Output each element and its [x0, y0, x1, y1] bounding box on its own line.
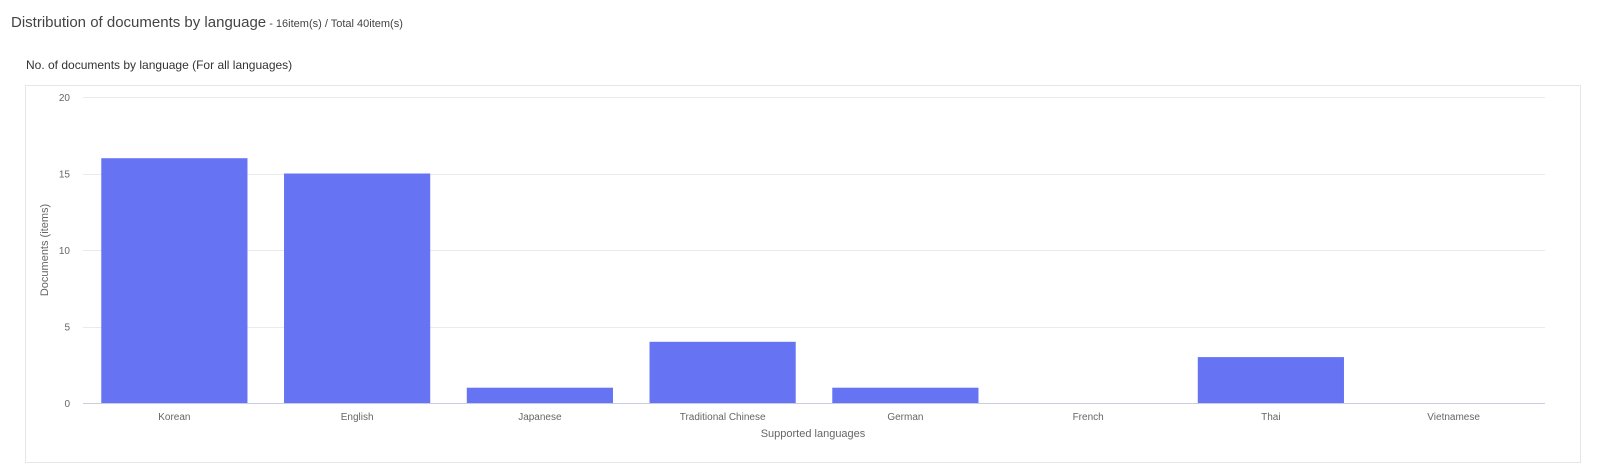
y-tick-label: 15 — [59, 170, 71, 181]
bar-korean[interactable] — [101, 158, 248, 403]
x-tick-label: Traditional Chinese — [680, 412, 766, 423]
y-axis-title: Documents (items) — [39, 204, 51, 296]
bar-thai[interactable] — [1197, 357, 1344, 403]
bar-traditional-chinese[interactable] — [649, 341, 796, 403]
bars — [101, 158, 1344, 403]
y-tick-label: 20 — [59, 93, 71, 104]
chart-frame — [25, 85, 1581, 463]
x-axis-title: Supported languages — [761, 428, 866, 440]
x-tick-label: Vietnamese — [1427, 412, 1480, 423]
page-title: Distribution of documents by language — [11, 14, 267, 31]
page-header: Distribution of documents by language - … — [11, 14, 403, 32]
item-count-text: - 16item(s) / Total 40item(s) — [266, 18, 403, 30]
x-tick-label: German — [887, 412, 923, 423]
axes: 0 5 10 15 20 Korean English Japanese Traditional… — [59, 93, 1545, 423]
y-tick-label: 0 — [64, 399, 70, 410]
bar-german[interactable] — [832, 387, 979, 403]
x-tick-label: French — [1073, 412, 1104, 423]
y-tick-label: 10 — [59, 246, 71, 257]
bar-english[interactable] — [284, 173, 431, 404]
x-tick-label: Korean — [158, 412, 190, 423]
x-tick-label: Japanese — [518, 412, 562, 423]
chart-title: No. of documents by language (For all la… — [26, 58, 293, 72]
bar-japanese[interactable] — [466, 387, 613, 403]
x-tick-label: English — [341, 412, 374, 423]
y-tick-label: 5 — [64, 323, 70, 334]
x-tick-label: Thai — [1261, 412, 1280, 423]
